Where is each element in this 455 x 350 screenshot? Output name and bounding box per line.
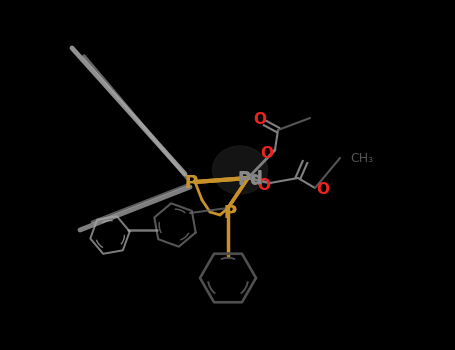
Text: O: O (253, 112, 267, 127)
Text: O: O (317, 182, 329, 197)
Text: P: P (223, 204, 237, 222)
Text: Pd: Pd (237, 171, 263, 189)
Text: P: P (184, 174, 197, 192)
Text: O: O (261, 146, 273, 161)
Text: O: O (258, 178, 271, 194)
Text: P: P (223, 204, 237, 222)
Ellipse shape (212, 146, 268, 194)
Text: P: P (184, 174, 197, 192)
Text: CH₃: CH₃ (350, 152, 373, 164)
Text: Pd: Pd (237, 170, 263, 188)
